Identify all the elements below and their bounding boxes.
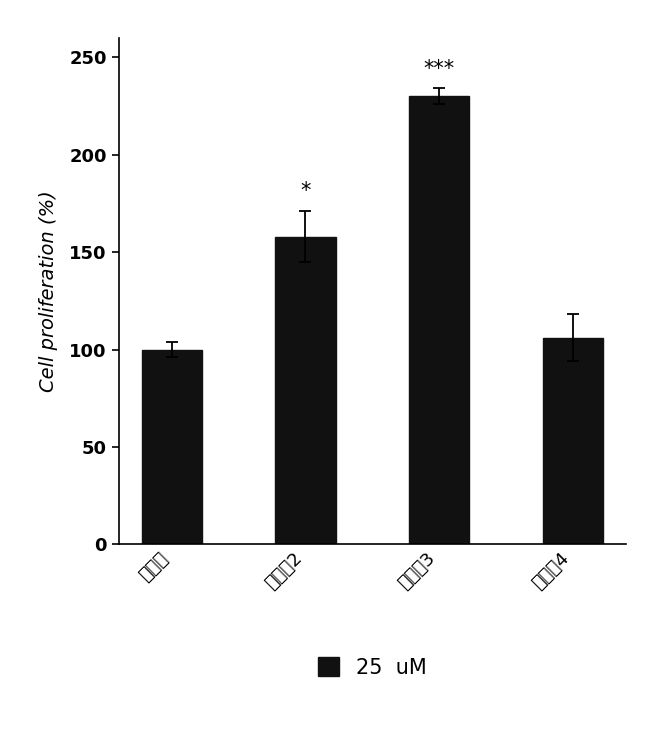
Text: *: * <box>301 181 310 201</box>
Bar <box>275 237 335 544</box>
Bar <box>142 349 202 544</box>
Bar <box>543 338 603 544</box>
Legend: 25  uM: 25 uM <box>310 649 435 686</box>
Y-axis label: Cell proliferation (%): Cell proliferation (%) <box>39 191 58 392</box>
Bar <box>409 96 469 544</box>
Text: ***: *** <box>424 59 455 79</box>
